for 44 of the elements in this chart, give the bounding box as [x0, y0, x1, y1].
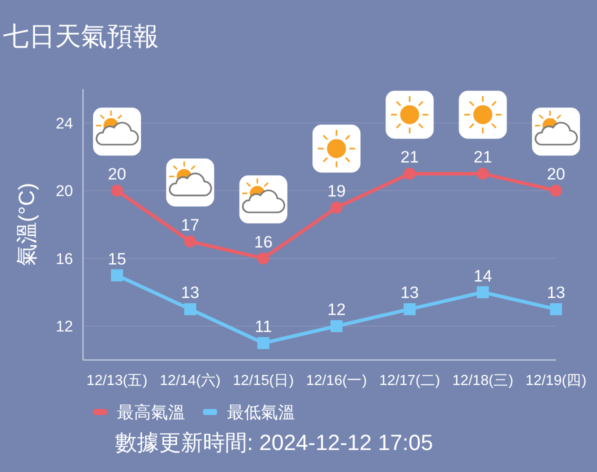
y-axis-title: 氣溫(°C)	[14, 182, 39, 266]
point	[257, 337, 270, 350]
point	[404, 303, 416, 316]
data-label: 14	[474, 267, 492, 286]
chart-title: 七日天氣預報	[3, 21, 159, 51]
x-tick-label: 12/17(二)	[379, 373, 440, 389]
x-tick-label: 12/15(日)	[232, 373, 294, 389]
x-tick-label: 12/16(一)	[306, 373, 367, 389]
point	[550, 184, 562, 197]
text: 數據更新時間: 2024-12-12 17:05	[115, 430, 433, 455]
data-label: 15	[108, 250, 126, 268]
data-label: 20	[108, 166, 126, 184]
data-label: 13	[546, 284, 566, 302]
point	[184, 235, 196, 248]
point	[111, 184, 123, 197]
data-label: 20	[546, 166, 566, 184]
point	[330, 202, 342, 214]
x-tick-label: 12/14(六)	[160, 372, 221, 389]
data-label: 16	[254, 233, 273, 252]
point	[550, 303, 562, 316]
point	[476, 286, 489, 298]
point	[111, 269, 123, 282]
data-label: 17	[180, 216, 200, 234]
legend-label: 最高氣溫	[117, 403, 185, 422]
y-tick-label: 24	[56, 115, 74, 132]
data-label: 13	[400, 284, 419, 302]
data-label: 13	[180, 284, 200, 302]
y-tick-label: 16	[56, 250, 73, 268]
x-tick-label: 12/18(三)	[452, 373, 514, 389]
x-tick-label: 12/19(四)	[526, 373, 586, 389]
point	[257, 252, 270, 264]
data-label: 11	[254, 318, 272, 336]
point	[404, 168, 416, 180]
y-tick-label: 12	[56, 318, 73, 336]
point	[330, 320, 342, 332]
data-label: 21	[474, 148, 492, 167]
data-label: 19	[327, 182, 346, 201]
y-tick-label: 20	[56, 183, 74, 200]
data-label: 21	[400, 148, 419, 167]
point	[476, 168, 489, 180]
legend-label: 最低氣溫	[227, 403, 295, 422]
point	[184, 303, 196, 316]
x-tick-label: 12/13(五)	[86, 373, 148, 389]
data-label: 12	[327, 301, 346, 320]
